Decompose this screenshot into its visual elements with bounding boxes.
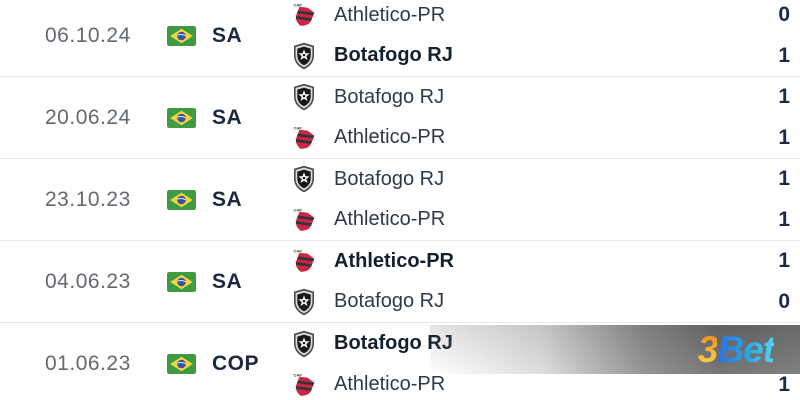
watermark-band: 3Bet (430, 325, 800, 374)
team-name: Athletico-PR (334, 373, 446, 395)
teams-block: CAP (290, 0, 790, 76)
athletico-pr-crest-icon: CAP (290, 372, 318, 398)
home-team-line: CAP (290, 323, 790, 364)
athletico-pr-crest-icon: CAP (290, 2, 318, 28)
teams-block: CAP (290, 159, 790, 240)
team-name: Botafogo RJ (334, 44, 453, 67)
team-score: 0 (778, 3, 790, 27)
away-team-line: CAP (290, 282, 790, 323)
home-team-line: CAP (290, 0, 791, 36)
team-name: Athletico-PR (334, 3, 446, 26)
team-score: 1 (778, 43, 790, 67)
brazil-flag-icon (167, 271, 196, 292)
athletico-pr-crest-icon: CAP (290, 207, 318, 233)
team-name: Botafogo RJ (334, 332, 453, 354)
svg-text:CAP: CAP (294, 207, 303, 212)
svg-text:CAP: CAP (294, 249, 303, 254)
botafogo-crest-icon (290, 42, 318, 70)
match-date: 23.10.23 (45, 187, 131, 211)
team-name: Athletico-PR (334, 208, 446, 231)
team-score: 1 (778, 249, 790, 273)
home-team-line: CAP (290, 241, 791, 282)
svg-text:CAP: CAP (294, 125, 303, 130)
3bet-logo-bet: Bet (717, 328, 775, 370)
team-score: 1 (778, 85, 790, 109)
away-team-line: CAP (290, 200, 791, 241)
match-row[interactable]: 01.06.23 COP CAP (0, 323, 800, 400)
botafogo-crest-icon (290, 288, 318, 316)
team-name: Botafogo RJ (334, 167, 445, 190)
match-date: 06.10.24 (45, 23, 131, 47)
svg-text:CAP: CAP (294, 3, 303, 8)
away-team-line: CAP (290, 118, 791, 159)
teams-block: CAP (290, 323, 790, 400)
team-score: 0 (778, 289, 790, 313)
match-date: 20.06.24 (45, 105, 131, 129)
brazil-flag-icon (167, 189, 196, 210)
match-row[interactable]: 06.10.24 SA CAP (0, 0, 800, 77)
match-date: 01.06.23 (45, 352, 131, 375)
team-name: Botafogo RJ (334, 290, 445, 313)
team-name: Athletico-PR (334, 126, 446, 149)
team-name: Botafogo RJ (334, 85, 445, 108)
competition-label: SA (212, 187, 243, 211)
botafogo-crest-icon (290, 83, 318, 111)
team-score: 1 (778, 207, 790, 231)
team-score: 1 (778, 372, 790, 396)
match-row[interactable]: 23.10.23 SA CAP (0, 159, 800, 241)
competition-label: SA (212, 23, 243, 47)
match-date: 04.06.23 (45, 269, 131, 293)
away-team-line: CAP (290, 364, 791, 400)
match-row[interactable]: 04.06.23 SA CAP (0, 241, 800, 323)
competition-label: SA (212, 105, 243, 129)
3bet-logo-3: 3 (697, 328, 719, 370)
botafogo-crest-icon (290, 330, 318, 358)
athletico-pr-crest-icon: CAP (290, 125, 318, 151)
brazil-flag-icon (167, 354, 196, 374)
brazil-flag-icon (167, 25, 196, 46)
home-team-line: CAP (290, 159, 790, 200)
competition-label: SA (212, 269, 243, 293)
teams-block: CAP (290, 77, 790, 158)
home-team-line: CAP (290, 77, 790, 118)
team-score: 1 (778, 125, 790, 149)
team-score: 1 (778, 167, 790, 191)
svg-text:CAP: CAP (294, 372, 303, 377)
team-name: Athletico-PR (334, 249, 454, 272)
athletico-pr-crest-icon: CAP (290, 248, 318, 274)
away-team-line: CAP (290, 36, 790, 77)
match-row[interactable]: 20.06.24 SA CAP (0, 77, 800, 159)
competition-label: COP (212, 352, 260, 375)
botafogo-crest-icon (290, 165, 318, 193)
brazil-flag-icon (167, 107, 196, 128)
teams-block: CAP (290, 241, 790, 322)
3bet-logo: 3Bet (697, 328, 775, 370)
